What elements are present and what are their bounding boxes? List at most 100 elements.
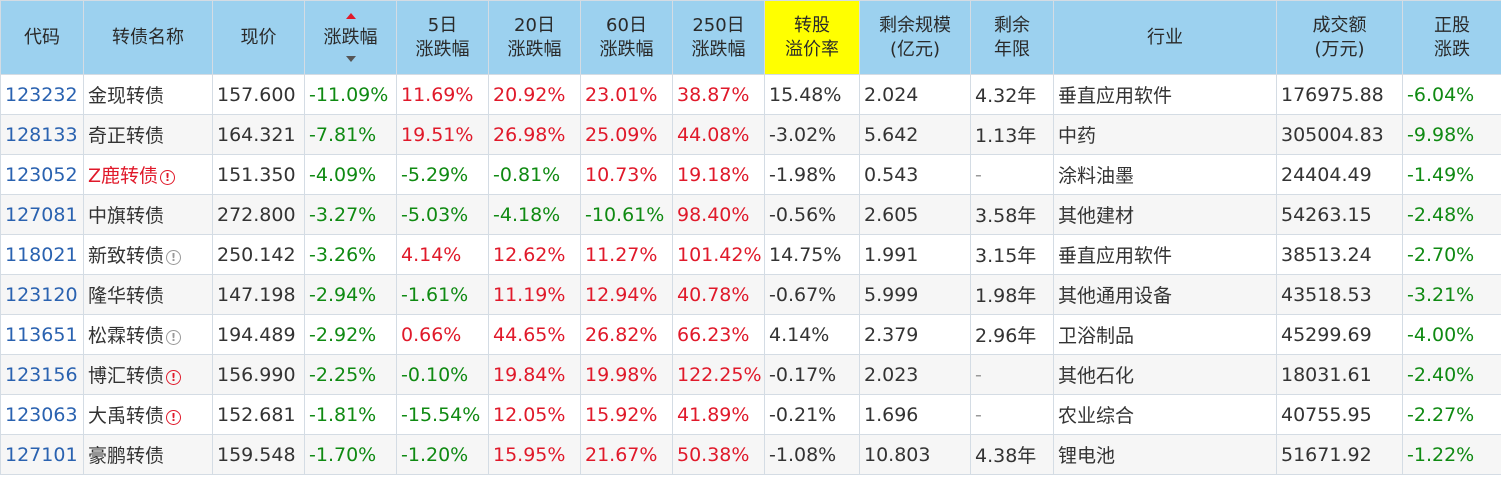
header-industry[interactable]: 行业 bbox=[1053, 0, 1277, 75]
bond-name[interactable]: Z鹿转债! bbox=[83, 154, 213, 195]
change-250d-cell-text: 19.18% bbox=[677, 163, 750, 186]
bond-code[interactable]: 123232 bbox=[0, 74, 84, 115]
change-250d-cell-text: 66.23% bbox=[677, 323, 750, 346]
scale-cell-text: 5.999 bbox=[864, 283, 919, 306]
bond-name[interactable]: 大禹转债! bbox=[83, 394, 213, 435]
bond-code-text[interactable]: 127081 bbox=[5, 203, 78, 226]
bond-code[interactable]: 127101 bbox=[0, 434, 84, 475]
bond-name-text[interactable]: 新致转债 bbox=[88, 245, 165, 267]
stock-change-cell-text: -4.00% bbox=[1407, 323, 1475, 346]
header-change-60d[interactable]: 60日 涨跌幅 bbox=[580, 0, 673, 75]
bond-name-text[interactable]: 中旗转债 bbox=[88, 205, 165, 227]
bond-name-text[interactable]: 大禹转债 bbox=[88, 405, 165, 427]
bond-name[interactable]: 隆华转债 bbox=[83, 274, 213, 315]
bond-code-text[interactable]: 123063 bbox=[5, 403, 78, 426]
bond-name-text[interactable]: 松霖转债 bbox=[88, 325, 165, 347]
stock-change-cell: -2.70% bbox=[1402, 234, 1501, 275]
change-250d-cell: 44.08% bbox=[672, 114, 765, 155]
bond-code[interactable]: 123052 bbox=[0, 154, 84, 195]
bond-code[interactable]: 123156 bbox=[0, 354, 84, 395]
header-price[interactable]: 现价 bbox=[212, 0, 305, 75]
change-20d-cell: 11.19% bbox=[488, 274, 581, 315]
bond-code-text[interactable]: 127101 bbox=[5, 443, 78, 466]
header-change-20d[interactable]: 20日 涨跌幅 bbox=[488, 0, 581, 75]
change-5d-cell: -15.54% bbox=[396, 394, 489, 435]
change-cell: -7.81% bbox=[304, 114, 397, 155]
years-cell-text: 4.32年 bbox=[975, 85, 1037, 107]
bond-code[interactable]: 127081 bbox=[0, 194, 84, 235]
table-header-row: 代码 转债名称 现价 涨跌幅 5日 涨跌幅 20日 涨跌幅 60日 涨跌幅 250日 涨跌幅 转股 溢价率… bbox=[0, 0, 1501, 75]
bond-code-text[interactable]: 123232 bbox=[5, 83, 78, 106]
table-row: 127101 豪鹏转债 159.548 -1.70% -1.20% 15.95% 21.67… bbox=[0, 434, 1501, 475]
warning-icon[interactable]: ! bbox=[166, 410, 182, 425]
sort-ascending-icon[interactable] bbox=[345, 13, 356, 19]
years-cell: - bbox=[970, 354, 1054, 395]
premium-cell: -1.98% bbox=[764, 154, 860, 195]
stock-change-cell: -2.48% bbox=[1402, 194, 1501, 235]
change-250d-cell: 19.18% bbox=[672, 154, 765, 195]
bond-name-text[interactable]: 豪鹏转债 bbox=[88, 445, 165, 467]
industry-cell-text: 锂电池 bbox=[1058, 445, 1116, 467]
change-20d-cell-text: 12.62% bbox=[493, 243, 566, 266]
bond-name-text[interactable]: Z鹿转债 bbox=[88, 165, 159, 187]
bond-code-text[interactable]: 113651 bbox=[5, 323, 78, 346]
bond-code[interactable]: 123063 bbox=[0, 394, 84, 435]
price-cell-text: 152.681 bbox=[217, 403, 296, 426]
bond-code-text[interactable]: 123052 bbox=[5, 163, 78, 186]
bond-name[interactable]: 新致转债! bbox=[83, 234, 213, 275]
bond-code[interactable]: 123120 bbox=[0, 274, 84, 315]
header-premium[interactable]: 转股 溢价率 bbox=[764, 0, 860, 75]
header-change-5d-label: 涨跌幅 bbox=[415, 38, 470, 60]
years-cell: 4.32年 bbox=[970, 74, 1054, 115]
industry-cell-text: 其他石化 bbox=[1058, 365, 1135, 387]
scale-cell-text: 1.991 bbox=[864, 243, 919, 266]
header-turnover[interactable]: 成交额 (万元) bbox=[1276, 0, 1403, 75]
change-20d-cell-text: -0.81% bbox=[493, 163, 561, 186]
bond-name[interactable]: 松霖转债! bbox=[83, 314, 213, 355]
industry-cell-text: 中药 bbox=[1058, 125, 1097, 147]
stock-change-cell: -4.00% bbox=[1402, 314, 1501, 355]
bond-name-text[interactable]: 博汇转债 bbox=[88, 365, 165, 387]
bond-code-text[interactable]: 123156 bbox=[5, 363, 78, 386]
change-60d-cell: -10.61% bbox=[580, 194, 673, 235]
bond-code[interactable]: 113651 bbox=[0, 314, 84, 355]
change-20d-cell-text: 15.95% bbox=[493, 443, 566, 466]
header-name[interactable]: 转债名称 bbox=[83, 0, 213, 75]
header-change[interactable]: 涨跌幅 bbox=[304, 0, 397, 75]
bond-name[interactable]: 豪鹏转债 bbox=[83, 434, 213, 475]
bond-code-text[interactable]: 118021 bbox=[5, 243, 78, 266]
header-name-label: 转债名称 bbox=[112, 26, 184, 48]
bond-name-text[interactable]: 隆华转债 bbox=[88, 285, 165, 307]
bond-name-text[interactable]: 金现转债 bbox=[88, 85, 165, 107]
price-cell: 152.681 bbox=[212, 394, 305, 435]
header-years[interactable]: 剩余 年限 bbox=[970, 0, 1054, 75]
bond-name[interactable]: 中旗转债 bbox=[83, 194, 213, 235]
warning-icon[interactable]: ! bbox=[166, 370, 182, 385]
warning-icon[interactable]: ! bbox=[160, 170, 176, 185]
header-code[interactable]: 代码 bbox=[0, 0, 84, 75]
industry-cell: 涂料油墨 bbox=[1053, 154, 1277, 195]
sort-descending-icon[interactable] bbox=[345, 56, 356, 62]
info-icon[interactable]: ! bbox=[166, 330, 182, 345]
turnover-cell-text: 176975.88 bbox=[1281, 83, 1384, 106]
change-60d-cell: 21.67% bbox=[580, 434, 673, 475]
bond-name[interactable]: 奇正转债 bbox=[83, 114, 213, 155]
bond-code[interactable]: 128133 bbox=[0, 114, 84, 155]
header-stock-change[interactable]: 正股 涨跌 bbox=[1402, 0, 1501, 75]
stock-change-cell-text: -1.22% bbox=[1407, 443, 1475, 466]
info-icon[interactable]: ! bbox=[166, 250, 182, 265]
change-60d-cell-text: 10.73% bbox=[585, 163, 658, 186]
years-cell-text: - bbox=[975, 163, 982, 186]
header-change-5d[interactable]: 5日 涨跌幅 bbox=[396, 0, 489, 75]
bond-name[interactable]: 博汇转债! bbox=[83, 354, 213, 395]
bond-name-text[interactable]: 奇正转债 bbox=[88, 125, 165, 147]
bond-code-text[interactable]: 128133 bbox=[5, 123, 78, 146]
bond-code[interactable]: 118021 bbox=[0, 234, 84, 275]
change-20d-cell-text: 19.84% bbox=[493, 363, 566, 386]
header-scale[interactable]: 剩余规模 (亿元) bbox=[859, 0, 971, 75]
bond-code-text[interactable]: 123120 bbox=[5, 283, 78, 306]
header-change-250d[interactable]: 250日 涨跌幅 bbox=[672, 0, 765, 75]
scale-cell-text: 2.379 bbox=[864, 323, 919, 346]
bond-name[interactable]: 金现转债 bbox=[83, 74, 213, 115]
stock-change-cell: -3.21% bbox=[1402, 274, 1501, 315]
